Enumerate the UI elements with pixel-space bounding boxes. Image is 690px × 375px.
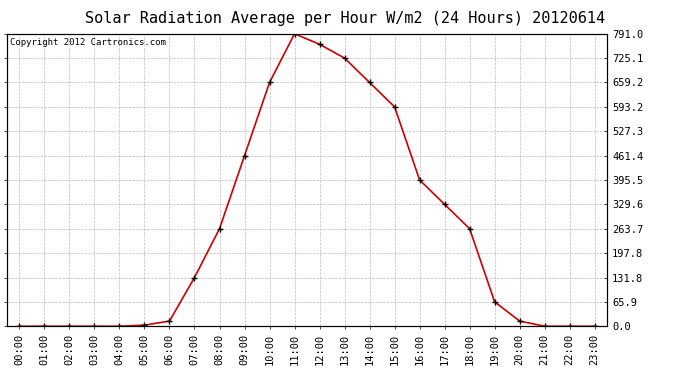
Text: Solar Radiation Average per Hour W/m2 (24 Hours) 20120614: Solar Radiation Average per Hour W/m2 (2… <box>85 11 605 26</box>
Text: Copyright 2012 Cartronics.com: Copyright 2012 Cartronics.com <box>10 38 166 47</box>
